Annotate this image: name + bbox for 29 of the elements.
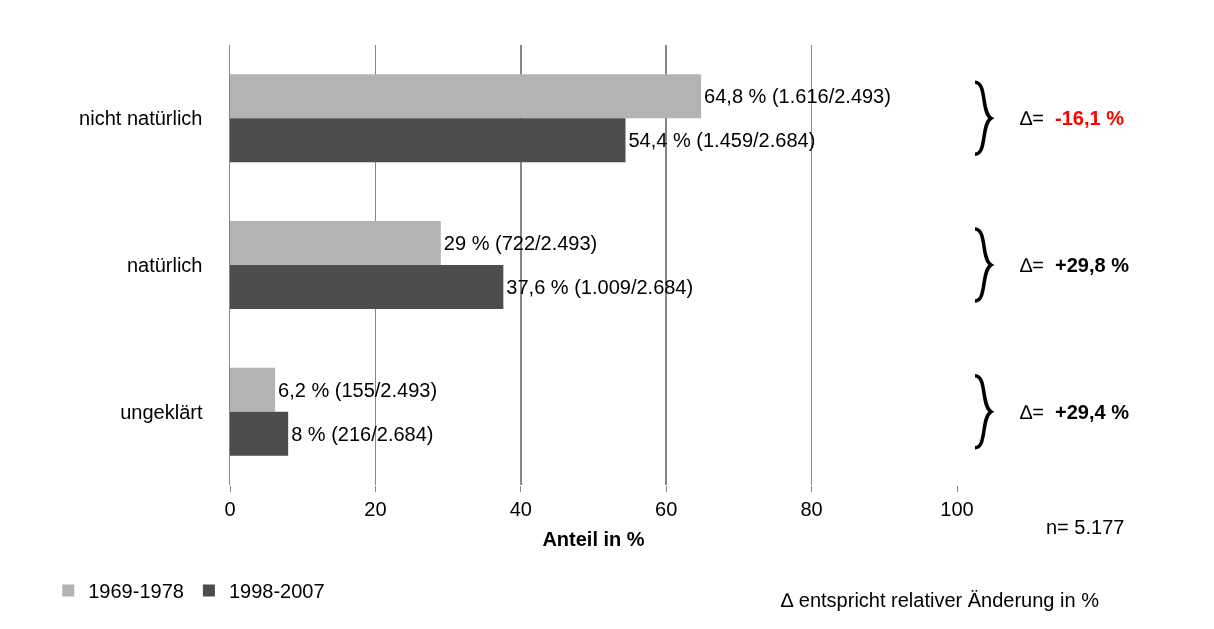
legend-label: 1998-2007 bbox=[228, 580, 325, 603]
x-tick-label: 40 bbox=[509, 498, 532, 520]
data-label: 37,6 % (1.009/2.684) bbox=[506, 276, 694, 298]
data-label: 6,2 % (155/2.493) bbox=[278, 378, 438, 401]
x-tick-label: 60 bbox=[655, 498, 678, 520]
data-label: 8 % (216/2.684) bbox=[291, 422, 434, 445]
y-tick-label: nicht natürlich bbox=[79, 107, 203, 130]
data-label: 29 % (722/2.493) bbox=[443, 232, 598, 254]
bar bbox=[230, 265, 504, 309]
bar bbox=[230, 411, 289, 456]
data-label: 64,8 % (1.616/2.493) bbox=[704, 85, 891, 108]
x-tick-label: 20 bbox=[364, 498, 387, 520]
text: n= 5.177 bbox=[1046, 516, 1125, 538]
legend-label: 1969-1978 bbox=[88, 580, 184, 603]
x-tick-label: 100 bbox=[940, 498, 974, 520]
data-label: 54,4 % (1.459/2.684) bbox=[628, 129, 816, 152]
text: ∆= +29,4 % bbox=[1020, 401, 1130, 423]
y-tick-label: ungeklärt bbox=[120, 400, 203, 423]
text: ∆= +29,8 % bbox=[1020, 254, 1130, 276]
bar bbox=[230, 74, 702, 119]
bar bbox=[230, 367, 276, 412]
bar bbox=[230, 118, 626, 163]
x-tick-label: 80 bbox=[800, 498, 823, 520]
bar bbox=[230, 221, 441, 265]
text: ∆ entspricht relativer Änderung in % bbox=[781, 589, 1100, 611]
y-tick-label: natürlich bbox=[126, 254, 203, 276]
text: ∆= -16,1 % bbox=[1020, 107, 1125, 129]
x-tick-label: 0 bbox=[224, 498, 236, 520]
x-axis-title: Anteil in % bbox=[542, 527, 645, 550]
